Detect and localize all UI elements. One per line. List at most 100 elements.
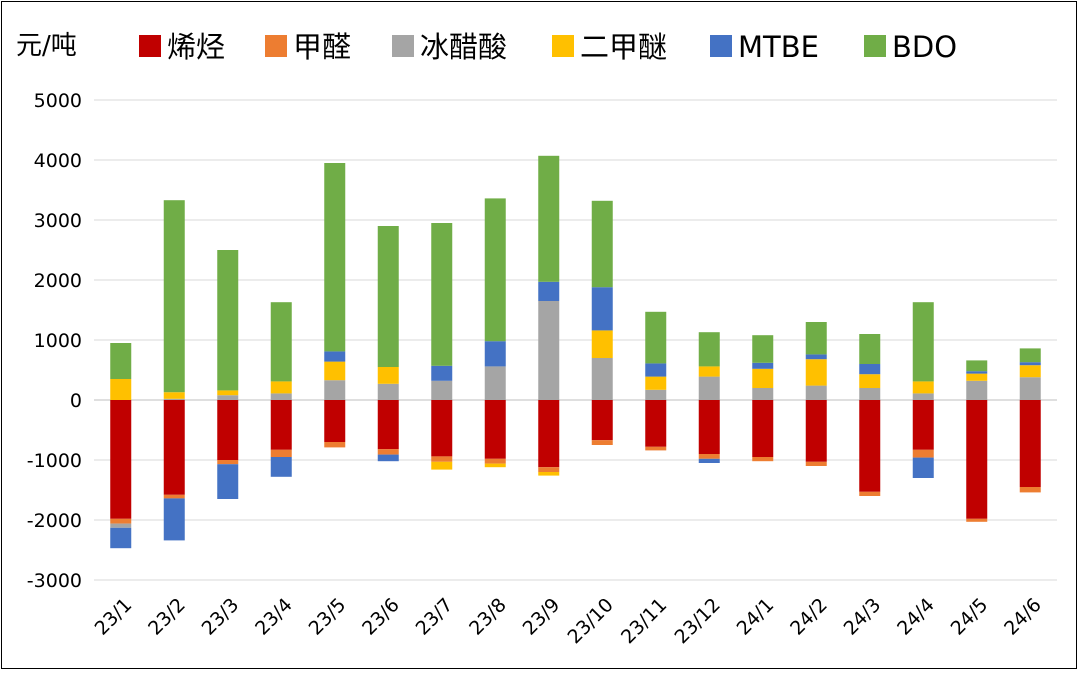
legend-swatch [864, 35, 886, 57]
bar-segment [324, 400, 346, 442]
bar-segment [752, 400, 774, 457]
legend-item: BDO [864, 30, 957, 64]
y-tick-label: 5000 [34, 90, 82, 112]
y-tick-label: 1000 [34, 330, 82, 352]
bar-segment [217, 460, 239, 465]
x-tick-label: 24/6 [1000, 594, 1046, 640]
bar-segment [1019, 348, 1041, 363]
legend-swatch [710, 35, 732, 57]
bar-segment [1019, 487, 1041, 493]
bar-segment [591, 358, 613, 400]
legend-swatch [265, 35, 287, 57]
bar-segment [645, 311, 667, 364]
bar-segment [377, 367, 399, 384]
x-tick-label: 24/1 [733, 594, 779, 640]
bar-segment [805, 359, 827, 386]
bar-segment [805, 461, 827, 466]
bar-segment [324, 351, 346, 362]
legend: 烯烃 甲醛 冰醋酸 二甲醚 MTBE BDO [139, 30, 957, 64]
bar-segment [645, 376, 667, 390]
bar-segment [752, 368, 774, 388]
x-tick-label: 23/5 [305, 594, 351, 640]
bar-segment [859, 334, 881, 364]
bar-segment [377, 383, 399, 400]
bar-segment [431, 380, 453, 400]
bar-segment [1019, 377, 1041, 400]
legend-item: MTBE [710, 30, 819, 64]
bar-segment [110, 343, 132, 379]
bar-segment [484, 463, 506, 468]
y-tick-label: -2000 [27, 510, 82, 532]
x-tick-label: 24/3 [840, 594, 886, 640]
bar-segment [110, 527, 132, 549]
bar-segment [805, 385, 827, 400]
bar-segment [484, 198, 506, 342]
bar-segment [270, 449, 292, 457]
bar-segment [966, 380, 988, 400]
bar-segment [645, 389, 667, 400]
x-tick-label: 23/7 [412, 594, 458, 640]
bar-segment [431, 400, 453, 457]
bar-segment [1019, 400, 1041, 487]
bar-segment [217, 395, 239, 400]
legend-item: 二甲醚 [552, 30, 667, 64]
bar-segment [431, 365, 453, 381]
bar-segment [752, 388, 774, 400]
bar-segment [484, 366, 506, 400]
x-tick-label: 23/3 [198, 594, 244, 640]
bar-segment [912, 400, 934, 450]
bar-segment [538, 400, 560, 468]
legend-label: 冰醋酸 [420, 30, 507, 64]
bar-segment [110, 523, 132, 528]
bar-segment [110, 379, 132, 400]
bar-segment [805, 400, 827, 462]
bar-segment [859, 388, 881, 400]
x-tick-label: 23/6 [358, 594, 404, 640]
bar-segment [912, 449, 934, 458]
bar-segment [591, 287, 613, 331]
bar-segment [966, 373, 988, 381]
legend-label: 甲醛 [293, 30, 351, 64]
bar-segment [538, 472, 560, 476]
legend-label: 二甲醚 [580, 30, 667, 64]
bar-segment [270, 400, 292, 450]
bar-segment [217, 250, 239, 391]
bar-segment [377, 449, 399, 455]
bar-segment [324, 442, 346, 448]
legend-label: MTBE [738, 30, 819, 64]
bar-segment [538, 301, 560, 400]
bar-segment [217, 400, 239, 460]
bar-segment [698, 454, 720, 459]
x-tick-label: 23/2 [144, 594, 190, 640]
x-tick-label: 23/11 [617, 594, 671, 648]
y-tick-label: 2000 [34, 270, 82, 292]
bar-segment [110, 518, 132, 524]
bar-segment [217, 390, 239, 396]
bar-segment [752, 362, 774, 369]
bar-segment [805, 322, 827, 355]
bar-segment [698, 458, 720, 463]
bar-segment [805, 354, 827, 360]
y-axis-unit-label: 元/吨 [16, 31, 77, 61]
bar-segment [698, 332, 720, 367]
y-tick-label: -3000 [27, 570, 82, 592]
bar-segment [698, 400, 720, 454]
bar-segment [1019, 365, 1041, 378]
bar-segment [591, 440, 613, 445]
bar-segment [912, 393, 934, 400]
x-tick-label: 23/9 [519, 594, 565, 640]
bar-segment [645, 363, 667, 377]
bar-segment [752, 457, 774, 462]
bar-segment [163, 398, 185, 400]
x-axis-ticks: 23/1 23/2 23/3 23/4 23/5 23/6 23/7 23/8 23/9 23/1… [91, 594, 1046, 648]
legend-item: 甲醛 [265, 30, 351, 64]
bar-segment [645, 400, 667, 447]
bar-segment [698, 376, 720, 400]
bar-segment [1019, 362, 1041, 366]
bar-segment [966, 371, 988, 374]
bar-segment [270, 381, 292, 394]
bar-segment [591, 200, 613, 288]
x-tick-label: 23/1 [91, 594, 137, 640]
